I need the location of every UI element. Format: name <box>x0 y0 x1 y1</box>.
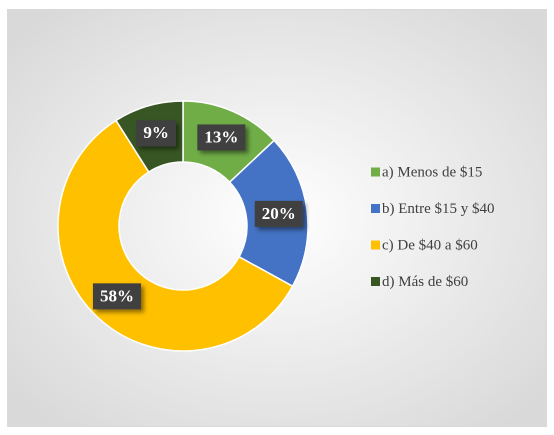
legend-swatch <box>371 240 380 250</box>
data-label-box <box>197 124 246 151</box>
data-label-box <box>254 200 303 227</box>
data-label: 58% <box>100 286 134 305</box>
data-label-box <box>92 283 141 310</box>
legend-swatch <box>371 277 380 286</box>
legend-label: d) Más de $60 <box>382 274 468 290</box>
legend-label: b) Entre $15 y $40 <box>382 201 494 217</box>
data-label: 20% <box>262 204 296 223</box>
legend-label: a) Menos de $15 <box>382 164 482 180</box>
legend-swatch <box>371 167 380 177</box>
data-label: 13% <box>204 127 238 146</box>
data-label-box <box>136 120 176 147</box>
legend-label: c) De $40 a $60 <box>382 237 478 253</box>
legend-swatch <box>371 204 380 213</box>
data-label: 9% <box>143 123 169 142</box>
